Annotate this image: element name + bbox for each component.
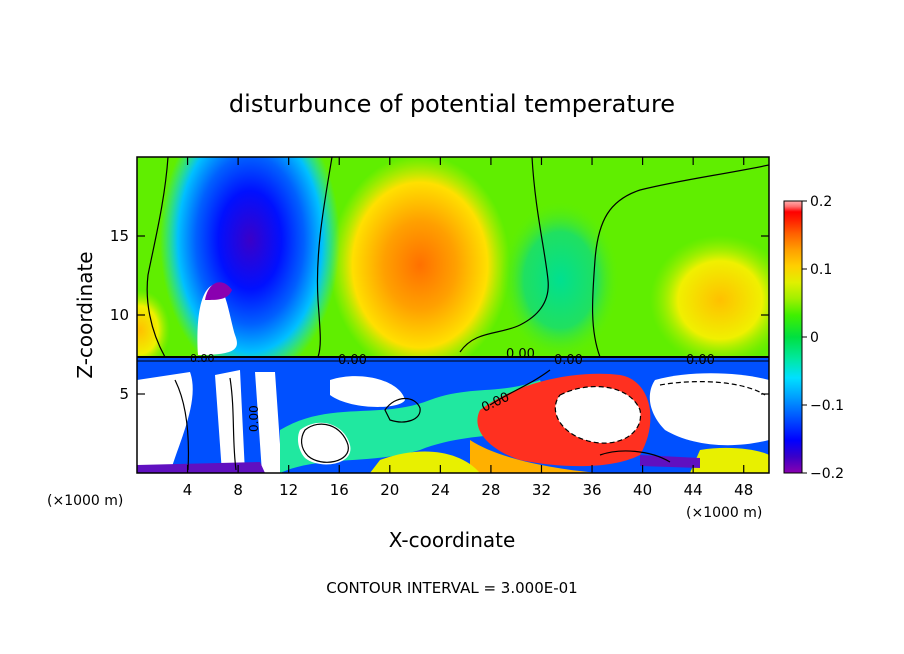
chart-title: disturbunce of potential temperature [229, 90, 675, 118]
contour-label: 0.00 [554, 353, 583, 368]
y-tick-label: 15 [110, 227, 129, 245]
y-tick-label: 10 [110, 306, 129, 324]
lower-white-eddies [297, 376, 405, 465]
colorbar-tick-label: −0.2 [810, 466, 844, 482]
cold-plume-purple-cap [205, 282, 232, 300]
x-axis: 4 8 12 16 20 24 28 32 36 40 44 48 [183, 157, 753, 499]
cold-plume-white-core [197, 284, 237, 355]
contour-label: 0.00 [686, 353, 715, 368]
x-axis-label: X-coordinate [389, 528, 516, 552]
plot-area: 0.00 0.00 0.00 0.00 0.00 0.00 0.00 [137, 157, 769, 473]
contour-label: 0.00 [506, 347, 535, 362]
colorbar-gradient [783, 200, 803, 474]
x-tick-label: 8 [233, 481, 243, 499]
x-tick-label: 48 [734, 481, 753, 499]
contour-label: 0.00 [338, 353, 367, 368]
x-tick-label: 32 [532, 481, 551, 499]
x-tick-label: 40 [633, 481, 652, 499]
x-unit-left: (×1000 m) [47, 493, 123, 509]
x-tick-label: 4 [183, 481, 193, 499]
lower-yellow-band [370, 447, 769, 473]
x-tick-label: 12 [279, 481, 298, 499]
colorbar-tick-label: 0.2 [810, 194, 832, 210]
lower-white-left [137, 372, 193, 473]
y-axis-label: Z-coordinate [73, 251, 97, 378]
y-tick-label: 5 [119, 385, 129, 403]
x-tick-label: 44 [684, 481, 703, 499]
contour-label: 0.00 [247, 405, 261, 432]
lower-purple-streaks [137, 455, 700, 473]
colorbar-ticks: −0.2 −0.1 0 0.1 0.2 [802, 194, 844, 482]
y-axis: 5 10 15 [110, 227, 769, 403]
x-tick-label: 16 [330, 481, 349, 499]
neutral-region [500, 200, 620, 360]
lower-white-warm-center [555, 386, 641, 444]
colorbar-tick-label: 0.1 [810, 262, 832, 278]
x-tick-label: 28 [481, 481, 500, 499]
contour-lines [137, 157, 769, 471]
warm-region-right [650, 235, 769, 365]
x-tick-label: 24 [431, 481, 450, 499]
x-tick-label: 36 [582, 481, 601, 499]
lower-white-right [649, 373, 769, 446]
lower-orange-zone [470, 440, 600, 473]
contour-interval-note: CONTOUR INTERVAL = 3.000E-01 [326, 579, 577, 597]
colorbar: −0.2 −0.1 0 0.1 0.2 [783, 194, 844, 482]
contour-label: 0.00 [190, 352, 215, 365]
colorbar-tick-label: −0.1 [810, 398, 844, 414]
cold-plume [160, 157, 340, 380]
colorbar-tick-label: 0 [810, 330, 819, 346]
x-unit-right: (×1000 m) [686, 505, 762, 521]
warm-region-center [330, 157, 510, 375]
x-tick-label: 20 [380, 481, 399, 499]
